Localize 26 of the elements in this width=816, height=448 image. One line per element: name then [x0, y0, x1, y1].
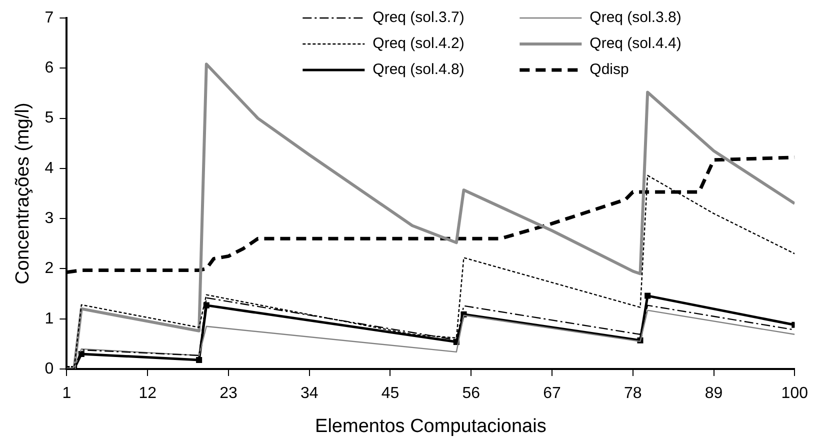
legend-label: Qreq (sol.4.4) [590, 35, 682, 52]
x-tick-label: 67 [543, 385, 561, 402]
x-tick-label: 100 [781, 385, 808, 402]
legend-label: Qreq (sol.4.8) [372, 61, 464, 78]
legend-label: Qreq (sol.4.2) [372, 35, 464, 52]
x-tick-label: 34 [300, 385, 318, 402]
y-tick-label: 2 [44, 260, 54, 278]
y-tick-label: 0 [44, 360, 54, 378]
x-tick-label: 78 [624, 385, 642, 402]
legend-label: Qreq (sol.3.8) [590, 9, 682, 26]
x-tick-label: 89 [704, 385, 723, 402]
y-tick-label: 3 [44, 210, 54, 227]
x-tick-label: 23 [220, 385, 238, 402]
y-tick-label: 7 [44, 9, 54, 26]
x-tick-label: 56 [462, 385, 480, 402]
y-tick-label: 5 [44, 110, 54, 127]
legend-label: Qdisp [590, 61, 629, 78]
y-tick-label: 1 [44, 310, 54, 328]
y-tick-label: 6 [44, 60, 54, 77]
x-axis-title: Elementos Computacionais [315, 416, 546, 437]
legend-label: Qreq (sol.3.7) [372, 9, 464, 26]
y-axis-title: Concentrações (mg/l) [12, 102, 34, 284]
x-tick-label: 45 [381, 385, 400, 402]
x-tick-label: 12 [138, 385, 157, 402]
y-tick-label: 4 [44, 160, 54, 177]
x-tick-label: 1 [62, 385, 72, 402]
